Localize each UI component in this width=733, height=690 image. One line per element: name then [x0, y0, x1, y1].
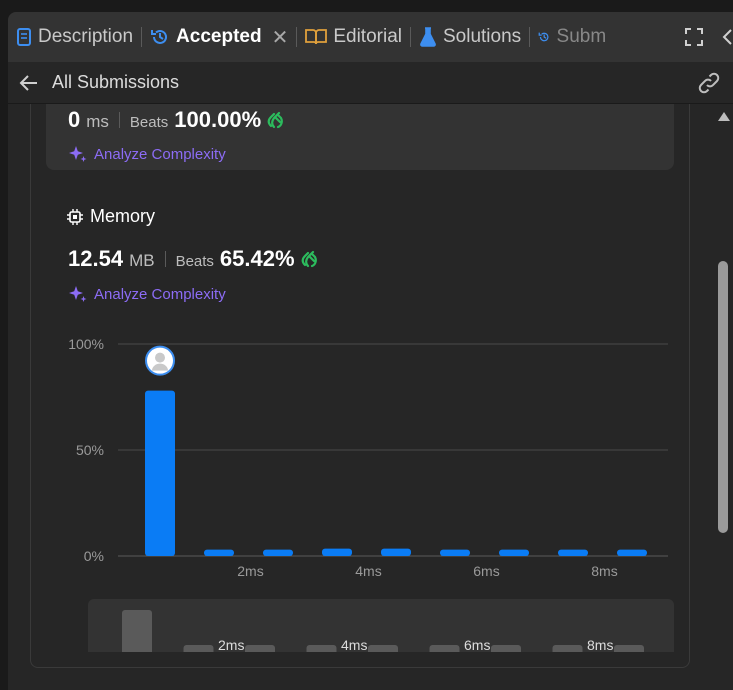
memory-value: 12.54: [68, 246, 124, 271]
clap-icon: [301, 250, 317, 268]
memory-title-label: Memory: [90, 206, 156, 226]
runtime-stat: 0 ms Beats 100.00%: [68, 107, 285, 133]
history-icon: [151, 29, 168, 44]
overview-tick-label: 6ms: [464, 637, 490, 652]
tab-label: Description: [38, 26, 134, 47]
submission-detail-panel: 0 ms Beats 100.00% Analyze Complexity Me…: [8, 104, 712, 690]
tab-description[interactable]: Description: [8, 12, 141, 62]
memory-unit: MB: [129, 251, 155, 270]
tab-actions: [685, 12, 733, 62]
avatar[interactable]: [145, 345, 175, 376]
chart-bar: [440, 549, 470, 556]
y-axis-ticks: 100% 50% 0%: [68, 336, 104, 564]
runtime-card: 0 ms Beats 100.00% Analyze Complexity: [46, 104, 674, 170]
chart-bar: [617, 549, 647, 556]
close-icon[interactable]: ✕: [271, 26, 289, 49]
chart-bar: [145, 390, 175, 556]
book-icon: [305, 29, 328, 45]
overview-bar: [614, 645, 644, 652]
overview-bar: [429, 645, 460, 652]
divider: [296, 27, 298, 47]
chart-bars: [145, 390, 647, 556]
chart-bar: [263, 549, 293, 556]
avatar-body: [152, 363, 168, 371]
history-icon: [538, 32, 549, 42]
chart-bar: [322, 548, 352, 556]
x-tick-label: 4ms: [355, 563, 381, 579]
tab-label: Accepted: [176, 26, 262, 47]
analyze-complexity-memory[interactable]: Analyze Complexity: [68, 284, 226, 304]
overview-tick-label: 8ms: [587, 637, 613, 652]
divider: [529, 27, 531, 47]
page-title: All Submissions: [52, 72, 180, 92]
tab-label: Solutions: [443, 26, 522, 47]
tab-editorial[interactable]: Editorial: [297, 12, 410, 62]
chevron-left-icon[interactable]: [721, 28, 733, 46]
memory-distribution-chart: 100% 50% 0% 2ms 4ms 6ms 8ms: [68, 336, 668, 579]
chart-bar: [381, 548, 411, 556]
scroll-thumb[interactable]: [718, 261, 728, 533]
divider: [410, 27, 411, 47]
divider: [118, 112, 120, 128]
tab-accepted[interactable]: Accepted ✕: [142, 12, 296, 62]
submission-header: All Submissions: [8, 62, 733, 104]
analyze-complexity-runtime[interactable]: Analyze Complexity: [68, 144, 226, 164]
overview-bar: [306, 645, 337, 652]
avatar-head: [155, 352, 165, 363]
tab-solutions[interactable]: Solutions: [411, 12, 529, 62]
flask-icon: [420, 27, 436, 47]
overview-bar: [183, 645, 214, 652]
y-tick-label: 100%: [68, 336, 104, 352]
overview-bar: [122, 610, 152, 652]
sparkle-icon: [69, 146, 87, 162]
overview-tick-label: 2ms: [218, 637, 244, 652]
runtime-beats-value: 100.00%: [174, 107, 262, 132]
overview-ticks: 2ms 4ms 6ms 8ms: [218, 637, 613, 652]
tab-submissions[interactable]: Subm: [530, 12, 606, 62]
overview-bar: [491, 645, 521, 652]
memory-stat: 12.54 MB Beats 65.42%: [68, 246, 319, 272]
scroll-up-arrow-icon[interactable]: [718, 112, 730, 121]
beats-label: Beats: [129, 114, 169, 131]
runtime-unit: ms: [86, 112, 109, 131]
analyze-label: Analyze Complexity: [94, 285, 226, 303]
fullscreen-icon[interactable]: [685, 28, 703, 46]
chart-grid: [118, 343, 668, 557]
scrollbar[interactable]: [712, 104, 733, 690]
x-tick-label: 6ms: [473, 563, 499, 579]
tab-label: Subm: [556, 26, 607, 47]
overview-bar: [245, 645, 275, 652]
clap-icon: [267, 111, 284, 129]
chart-bar: [499, 549, 529, 556]
x-axis-ticks: 2ms 4ms 6ms 8ms: [237, 563, 617, 579]
description-icon: [17, 28, 31, 46]
performance-card: [30, 104, 690, 668]
runtime-value: 0: [68, 107, 81, 132]
y-tick-label: 50%: [76, 442, 104, 458]
back-arrow-icon[interactable]: [18, 72, 40, 94]
sparkle-icon: [69, 286, 87, 302]
analyze-label: Analyze Complexity: [94, 145, 226, 163]
x-tick-label: 2ms: [237, 563, 263, 579]
tab-label: Editorial: [333, 26, 402, 47]
link-icon[interactable]: [697, 72, 721, 94]
chart-bar: [558, 549, 588, 556]
chip-icon: [67, 208, 83, 225]
chart-bar: [204, 549, 234, 556]
y-tick-label: 0%: [84, 548, 104, 564]
tab-bar: Description Accepted ✕ Editorial Solutio…: [8, 12, 733, 62]
x-tick-label: 8ms: [591, 563, 617, 579]
beats-label: Beats: [175, 253, 214, 270]
overview-tick-label: 4ms: [341, 637, 367, 652]
overview-bar: [368, 645, 398, 652]
overview-bar: [552, 645, 583, 652]
divider: [141, 27, 143, 47]
range-overview[interactable]: 2ms 4ms 6ms 8ms: [88, 599, 674, 652]
memory-beats-value: 65.42%: [219, 246, 295, 271]
memory-title: Memory: [66, 206, 155, 227]
divider: [164, 251, 166, 267]
overview-chart: 2ms 4ms 6ms 8ms: [122, 610, 644, 652]
overview-bars: [122, 610, 644, 652]
